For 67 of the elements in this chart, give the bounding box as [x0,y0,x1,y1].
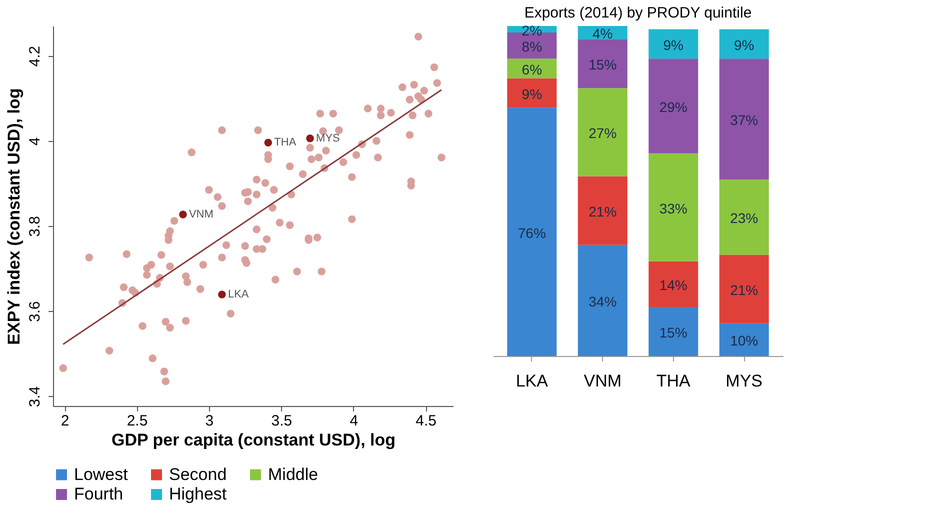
annotation: VNM [188,208,214,221]
bar [648,29,698,59]
y-tick-label: 4.2 [26,46,44,67]
bar [648,153,698,262]
point [264,138,272,146]
bar [719,29,769,59]
bar [648,261,698,307]
point [179,210,187,218]
data-label: 4% [592,26,613,42]
data-label: 34% [588,293,617,310]
y-tick-label: 3.6 [26,301,44,322]
data-label: 10% [730,332,758,349]
data-label: 29% [659,99,688,116]
data-label: 14% [659,277,688,294]
bar [578,88,628,176]
x-tick-label: 4.5 [416,412,436,430]
bar [719,58,769,180]
legend-label: Highest [169,484,227,504]
bar [578,244,628,356]
annotation: LKA [228,288,250,301]
bar [507,58,557,78]
bar [578,176,628,245]
data-label: 9% [522,86,542,102]
data-label: 33% [659,200,688,216]
x-tick-label: MYS [726,372,763,390]
y-tick-label: 4 [26,137,44,146]
bar [648,306,698,356]
annotation: THA [274,136,297,149]
x-tick-label: LKA [516,372,549,390]
x-tick-label: 2 [60,412,70,430]
legend-label: Fourth [74,484,124,504]
bar [578,39,628,88]
data-label: 9% [663,36,684,53]
bar [507,108,557,356]
point [218,290,226,298]
x-tick-label: 3 [205,412,214,430]
data-label: 8% [522,38,542,55]
bar [719,254,769,324]
bar [507,78,557,108]
chart-title: Exports (2014) by PRODY quintile [524,4,752,22]
bar [719,323,769,356]
bar [719,180,769,255]
y-axis-title: EXPY index (constant USD), log [4,88,24,345]
x-tick-label: THA [656,372,692,390]
legend-label: Lowest [74,464,128,484]
data-label: 15% [588,56,617,73]
data-label: 27% [588,125,617,142]
data-label: 21% [588,204,617,220]
x-tick-label: 3.5 [271,412,292,430]
data-label: 6% [522,61,542,78]
annotation: MYS [316,132,340,144]
data-label: 21% [730,282,758,298]
point [306,134,314,142]
x-tick-label: 4 [350,412,358,430]
legend-label: Middle [268,464,318,484]
data-label: 23% [730,210,758,226]
bar [648,58,698,154]
data-label: 15% [659,324,688,340]
data-label: 76% [518,224,546,241]
data-label: 9% [734,36,754,53]
x-tick-label: 2.5 [126,412,148,430]
x-tick-label: VNM [584,372,622,390]
legend-label: Second [169,464,227,484]
y-tick-label: 3.4 [26,386,44,408]
data-label: 37% [730,112,758,128]
y-tick-label: 3.8 [26,216,44,237]
x-axis-title: GDP per capita (constant USD), log [111,430,396,450]
